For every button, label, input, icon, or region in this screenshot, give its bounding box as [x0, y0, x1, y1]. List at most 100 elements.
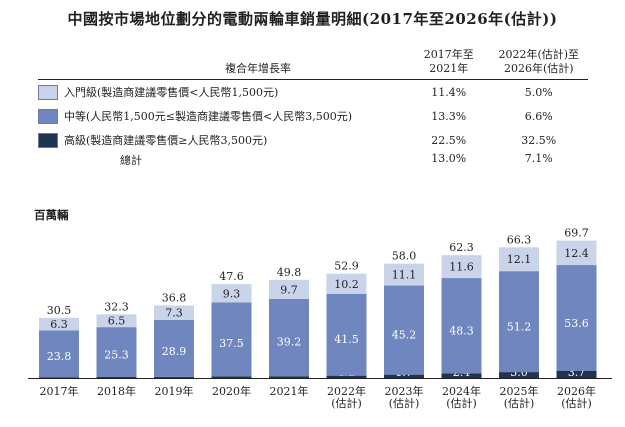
data-label-mid-7: 48.3	[449, 324, 474, 337]
bar-segment-1-3	[211, 302, 252, 377]
total-label-0: 30.5	[47, 304, 72, 317]
cagr-col1-header-line1: 2017年至	[423, 48, 474, 61]
data-label-mid-0: 23.8	[47, 350, 72, 363]
bar-segment-1-4	[269, 298, 309, 377]
cagr-total-label: 總計	[120, 154, 142, 167]
bar-segment-0-1	[96, 377, 137, 378]
total-label-5: 52.9	[334, 260, 359, 273]
total-label-8: 66.3	[507, 233, 532, 246]
legend-label-mid: 中等(人民幣1,500元≤製造商建議零售價<人民幣3,500元)	[64, 109, 352, 123]
bar-segment-1-2	[154, 319, 194, 377]
x-tick-label-5-1: (估計)	[331, 396, 362, 410]
total-label-3: 47.6	[219, 270, 244, 283]
bar-segment-1-7	[441, 278, 482, 374]
x-tick-label-4-0: 2021年	[270, 384, 309, 398]
data-label-mid-8: 51.2	[507, 321, 532, 334]
cagr-col1-header: 2017年至 2021年	[408, 48, 490, 80]
legend-entry-high: 高級(製造商建議零售價≥人民幣3,500元)	[38, 128, 408, 152]
bar-segment-0-9	[556, 370, 597, 378]
data-label-mid-3: 37.5	[219, 337, 244, 350]
x-tick-label-6-1: (估計)	[389, 396, 420, 410]
legend-entry-mid: 中等(人民幣1,500元≤製造商建議零售價<人民幣3,500元)	[38, 104, 408, 128]
bar-segment-1-8	[499, 271, 539, 373]
legend-swatch-mid	[38, 109, 58, 125]
bar-segment-0-6	[384, 374, 424, 378]
bar-segment-2-8	[499, 247, 539, 272]
x-tick-label-0-0: 2017年	[40, 384, 79, 398]
chart-title: 中國按市場地位劃分的電動兩輪車銷量明細(2017年至2026年(估計))	[67, 10, 558, 28]
bar-segment-0-3	[211, 376, 252, 378]
cagr-col2-header-line1: 2022年(估計)至	[498, 48, 580, 61]
cagr-row-mid: 中等(人民幣1,500元≤製造商建議零售價<人民幣3,500元) 13.3% 6…	[38, 104, 588, 128]
x-tick-label-7-1: (估計)	[446, 396, 477, 410]
x-tick-label-1-0: 2018年	[97, 384, 136, 398]
data-label-mid-5: 41.5	[334, 333, 359, 346]
bar-segment-1-9	[556, 265, 597, 371]
legend-label-entry: 入門級(製造商建議零售價<人民幣1,500元)	[64, 85, 279, 99]
data-label-mid-1: 25.3	[104, 349, 129, 362]
cagr-header-row: 複合年增長率 2017年至 2021年 2022年(估計)至 2026年(估計)	[38, 48, 588, 80]
x-tick-label-7-0: 2024年	[442, 384, 481, 398]
bar-segment-0-8	[499, 372, 539, 378]
data-label-entry-4: 9.7	[280, 283, 298, 296]
bar-segment-1-6	[384, 285, 424, 375]
cagr-col2-header: 2022年(估計)至 2026年(估計)	[489, 48, 588, 80]
bar-segment-2-0	[39, 317, 79, 331]
x-tick-label-6-0: 2023年	[385, 384, 424, 398]
bar-segment-2-1	[96, 314, 137, 328]
bar-segment-2-3	[211, 284, 252, 303]
cagr-row-total: 總計 13.0% 7.1%	[38, 152, 588, 168]
cagr-row-entry: 入門級(製造商建議零售價<人民幣1,500元) 11.4% 5.0%	[38, 80, 588, 105]
bar-segment-0-4	[269, 376, 309, 378]
x-tick-label-9-0: 2026年	[557, 384, 596, 398]
bar-segment-2-5	[326, 273, 367, 294]
cagr-entry-v1: 11.4%	[431, 85, 467, 99]
bar-segment-1-0	[39, 330, 79, 378]
legend-swatch-high	[38, 133, 58, 149]
total-label-7: 62.3	[449, 241, 474, 254]
data-label-entry-1: 6.5	[108, 315, 126, 328]
x-tick-label-3-0: 2020年	[212, 384, 251, 398]
cagr-high-v1: 22.5%	[431, 133, 467, 147]
data-label-entry-9: 12.4	[564, 247, 589, 260]
bar-segment-2-6	[384, 263, 424, 286]
data-label-entry-5: 10.2	[334, 278, 359, 291]
bar-segment-0-5	[326, 375, 367, 378]
data-label-entry-0: 6.3	[50, 318, 68, 331]
data-label-entry-2: 7.3	[165, 307, 183, 320]
cagr-header-label: 複合年增長率	[224, 62, 291, 75]
cagr-total-v2: 7.1%	[524, 152, 553, 165]
data-label-mid-2: 28.9	[162, 345, 187, 358]
bar-segment-1-1	[96, 327, 137, 378]
x-tick-label-8-0: 2025年	[500, 384, 539, 398]
total-label-2: 36.8	[162, 291, 187, 304]
data-label-mid-9: 53.6	[564, 317, 589, 330]
x-tick-label-5-0: 2022年	[327, 384, 366, 398]
x-tick-label-9-1: (估計)	[561, 396, 592, 410]
cagr-table: 複合年增長率 2017年至 2021年 2022年(估計)至 2026年(估計)…	[38, 48, 588, 168]
cagr-entry-v2: 5.0%	[524, 85, 553, 99]
total-label-1: 32.3	[104, 300, 129, 313]
bar-segment-0-7	[441, 373, 482, 378]
unit-label: 百萬輛	[34, 208, 69, 222]
bar-segment-2-2	[154, 305, 194, 320]
bar-segment-2-7	[441, 255, 482, 279]
cagr-high-v2: 32.5%	[521, 133, 557, 147]
x-tick-label-2-0: 2019年	[155, 384, 194, 398]
bar-segment-0-0	[39, 377, 79, 378]
x-tick-label-8-1: (估計)	[504, 396, 535, 410]
cagr-total-v1: 13.0%	[431, 152, 467, 165]
legend-entry-entry: 入門級(製造商建議零售價<人民幣1,500元)	[38, 80, 408, 105]
cagr-mid-v2: 6.6%	[524, 109, 553, 123]
data-label-entry-6: 11.1	[392, 269, 417, 282]
bar-segment-1-5	[326, 293, 367, 376]
cagr-col1-header-line2: 2021年	[429, 62, 469, 75]
data-label-mid-6: 45.2	[392, 329, 417, 342]
legend-swatch-entry	[38, 85, 58, 101]
data-label-entry-3: 9.3	[223, 287, 241, 300]
legend-label-high: 高級(製造商建議零售價≥人民幣3,500元)	[64, 133, 268, 147]
data-label-mid-4: 39.2	[277, 335, 302, 348]
bar-segment-0-2	[154, 376, 194, 378]
cagr-row-high: 高級(製造商建議零售價≥人民幣3,500元) 22.5% 32.5%	[38, 128, 588, 152]
